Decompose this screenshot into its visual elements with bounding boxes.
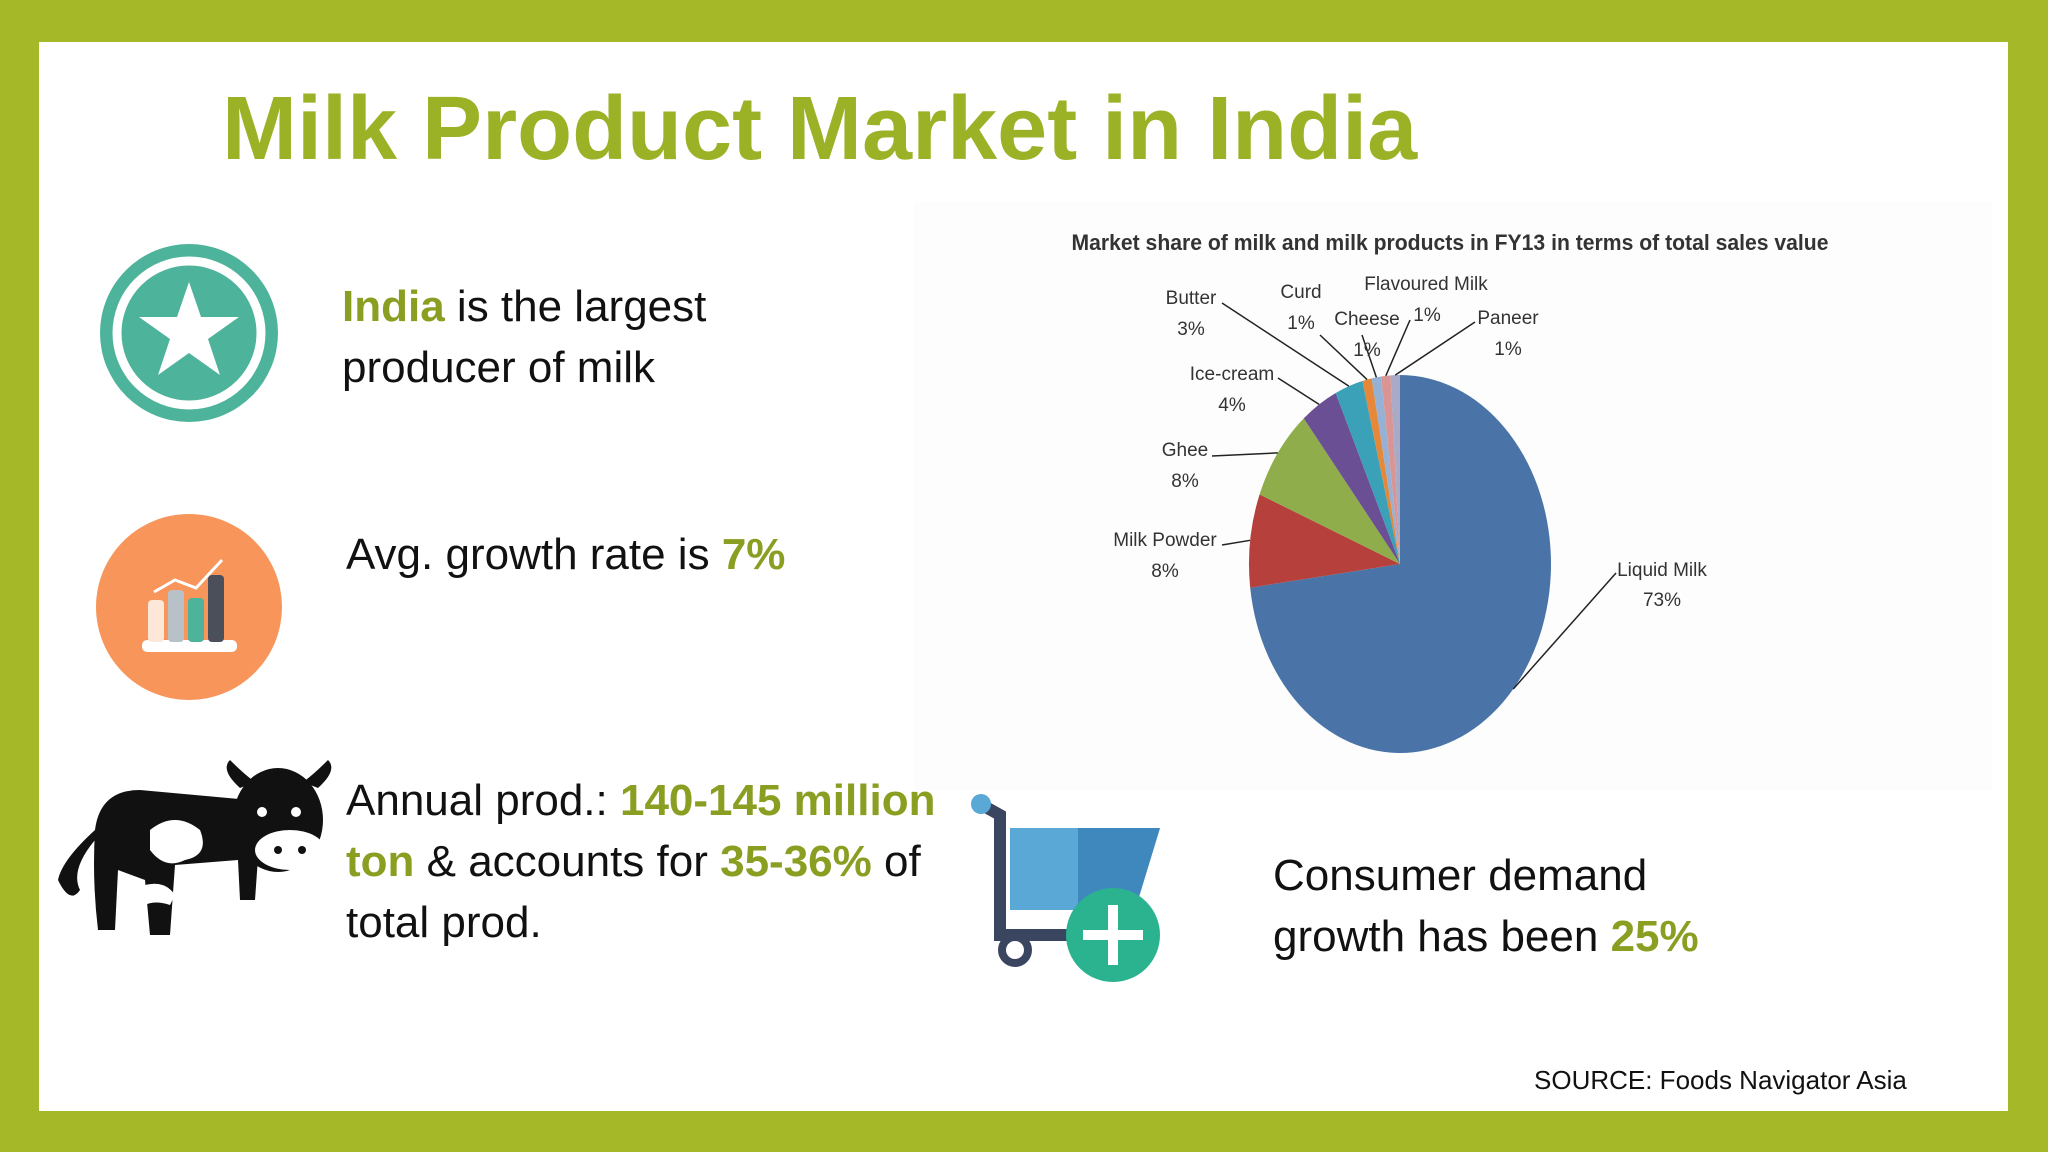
- slice-label: Cheese: [1334, 309, 1400, 330]
- slice-label: Milk Powder: [1113, 530, 1217, 551]
- leader-line: [1361, 334, 1378, 378]
- slice-label: Ice-cream: [1190, 364, 1274, 385]
- pie-slice: [1371, 376, 1400, 564]
- pie-slice: [1381, 375, 1400, 564]
- highlight-text: India: [342, 282, 445, 331]
- slice-value-label: 8%: [1151, 561, 1179, 582]
- fact-text: India is the largest producer of milk: [342, 276, 802, 398]
- leader-line: [1512, 572, 1617, 690]
- cart-icon: [971, 794, 1160, 982]
- growth-icon: [96, 514, 282, 700]
- slice-label: Liquid Milk: [1617, 560, 1707, 581]
- pie-slice: [1362, 378, 1400, 564]
- pie-slice: [1249, 494, 1400, 588]
- pie-slice: [1390, 375, 1400, 564]
- leader-line: [1221, 302, 1350, 387]
- slice-value-label: 1%: [1413, 305, 1441, 326]
- slice-value-label: 73%: [1643, 590, 1681, 611]
- slice-label: Paneer: [1477, 308, 1539, 329]
- highlight-text: 25%: [1610, 912, 1699, 961]
- cow-icon: [58, 760, 332, 935]
- chart-title: Market share of milk and milk products i…: [1072, 230, 1829, 255]
- leader-line: [1277, 377, 1320, 406]
- fact-segment: & accounts for: [414, 837, 721, 886]
- highlight-text: 140-145 million ton: [346, 776, 936, 886]
- highlight-text: 7%: [721, 530, 786, 579]
- slice-value-label: 4%: [1218, 395, 1246, 416]
- leader-line: [1319, 334, 1368, 381]
- fact-segment: Avg. growth rate is: [346, 530, 722, 579]
- slice-label: Curd: [1280, 282, 1321, 303]
- fact-text: Avg. growth rate is 7%: [346, 524, 786, 585]
- slice-label: Butter: [1166, 288, 1217, 309]
- highlight-text: 35-36%: [720, 837, 872, 886]
- slice-value-label: 8%: [1171, 471, 1199, 492]
- slice-value-label: 3%: [1177, 319, 1205, 340]
- fact-segment: is the largest producer of milk: [342, 282, 707, 392]
- leader-line: [1385, 319, 1411, 377]
- slide-title: Milk Product Market in India: [222, 79, 1418, 179]
- pie-slice: [1250, 374, 1552, 753]
- fact-text: Annual prod.: 140-145 million ton & acco…: [346, 770, 936, 953]
- slice-label: Ghee: [1162, 440, 1208, 461]
- pie-slice: [1335, 380, 1400, 564]
- leader-line: [1211, 452, 1278, 457]
- fact-segment: Annual prod.:: [346, 776, 620, 825]
- leader-line: [1394, 321, 1476, 376]
- slice-value-label: 1%: [1494, 339, 1522, 360]
- slice-label: Flavoured Milk: [1364, 274, 1488, 295]
- star-icon: [100, 244, 278, 422]
- leader-line: [1221, 539, 1251, 546]
- fact-segment: of total prod.: [346, 837, 921, 947]
- pie-slice: [1259, 418, 1400, 564]
- fact-segment: Consumer demand growth has been: [1273, 851, 1648, 961]
- slice-value-label: 1%: [1353, 340, 1381, 361]
- fact-text: Consumer demand growth has been 25%: [1273, 845, 1713, 967]
- pie-slice: [1303, 392, 1400, 564]
- slice-value-label: 1%: [1287, 313, 1315, 334]
- source-note: SOURCE: Foods Navigator Asia: [1534, 1065, 1907, 1095]
